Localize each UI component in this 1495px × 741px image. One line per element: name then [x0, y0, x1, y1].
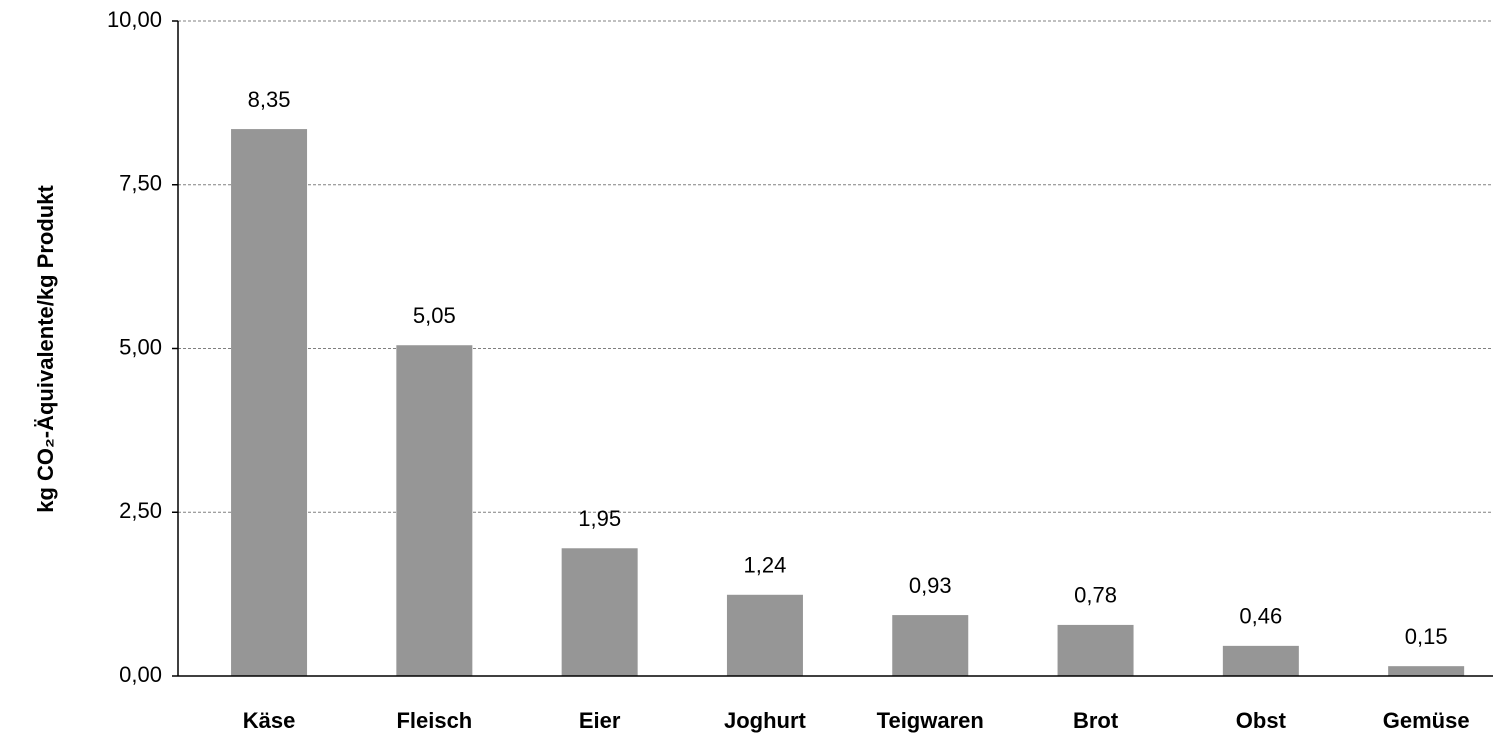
x-tick-label: Brot	[1073, 708, 1119, 733]
data-label: 5,05	[413, 303, 456, 328]
bar	[396, 345, 473, 676]
data-label: 8,35	[248, 87, 291, 112]
y-tick-label: 2,50	[119, 498, 162, 523]
bar	[561, 548, 638, 676]
data-label: 1,95	[578, 506, 621, 531]
bar	[1388, 666, 1465, 676]
bar	[726, 594, 803, 676]
y-tick-label: 7,50	[119, 171, 162, 196]
x-tick-label: Obst	[1236, 708, 1287, 733]
x-tick-label: Eier	[579, 708, 621, 733]
y-axis-label: kg CO₂-Äquivalente/kg Produkt	[33, 185, 58, 513]
bar	[231, 129, 308, 676]
y-tick-label: 10,00	[107, 7, 162, 32]
x-tick-label: Gemüse	[1383, 708, 1470, 733]
bar	[892, 615, 969, 676]
y-tick-label: 0,00	[119, 662, 162, 687]
x-tick-label: Fleisch	[396, 708, 472, 733]
data-label: 0,93	[909, 573, 952, 598]
y-tick-label: 5,00	[119, 334, 162, 359]
bar	[1057, 624, 1134, 676]
data-label: 0,46	[1239, 604, 1282, 629]
data-label: 0,78	[1074, 583, 1117, 608]
data-label: 1,24	[744, 553, 787, 578]
x-tick-label: Käse	[243, 708, 296, 733]
bar	[1222, 645, 1299, 676]
data-label: 0,15	[1405, 624, 1448, 649]
x-tick-label: Joghurt	[724, 708, 807, 733]
x-tick-label: Teigwaren	[877, 708, 984, 733]
